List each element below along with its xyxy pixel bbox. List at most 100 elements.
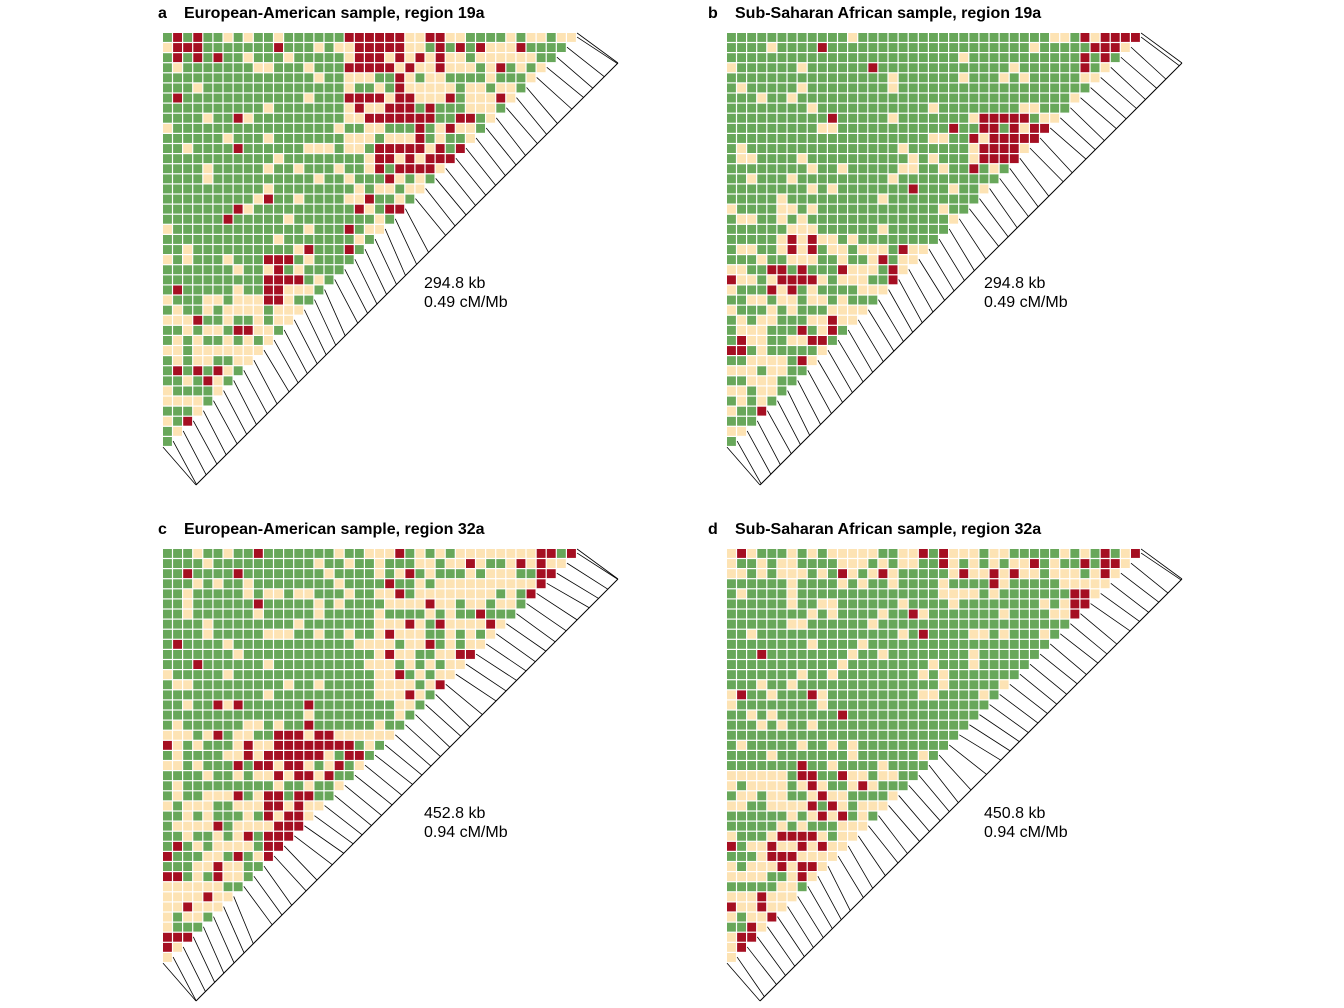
heatmap-cell bbox=[757, 73, 767, 83]
heatmap-cell bbox=[556, 43, 566, 52]
heatmap-cell bbox=[817, 245, 827, 254]
heatmap-cell bbox=[243, 295, 253, 305]
heatmap-cell bbox=[817, 346, 827, 355]
heatmap-cell bbox=[354, 123, 364, 133]
heatmap-cell bbox=[264, 569, 273, 579]
heatmap-cell bbox=[294, 164, 304, 174]
heatmap-cell bbox=[737, 184, 746, 194]
heatmap-cell bbox=[747, 43, 757, 52]
heatmap-cell bbox=[193, 862, 203, 871]
heatmap-cell bbox=[466, 63, 475, 73]
heatmap-cell bbox=[173, 740, 182, 750]
heatmap-cell bbox=[949, 154, 959, 164]
marker-connector-line bbox=[425, 188, 456, 227]
heatmap-cell bbox=[314, 144, 324, 153]
heatmap-cell bbox=[193, 922, 203, 932]
heatmap-cell bbox=[183, 852, 193, 861]
heatmap-cell bbox=[173, 892, 182, 902]
heatmap-cell bbox=[727, 396, 736, 406]
heatmap-cell bbox=[878, 751, 888, 760]
heatmap-cell bbox=[405, 629, 415, 639]
heatmap-cell bbox=[304, 579, 314, 589]
heatmap-cell bbox=[1040, 629, 1049, 639]
heatmap-cell bbox=[929, 53, 938, 63]
heatmap-cell bbox=[253, 123, 263, 133]
heatmap-cell bbox=[939, 144, 948, 153]
heatmap-cell bbox=[223, 589, 233, 599]
heatmap-cell bbox=[939, 730, 948, 740]
heatmap-cell bbox=[949, 164, 959, 174]
heatmap-cell bbox=[213, 599, 223, 609]
marker-connector-line bbox=[726, 446, 761, 486]
heatmap-cell bbox=[233, 852, 243, 861]
heatmap-cell bbox=[274, 781, 283, 791]
heatmap-cell bbox=[787, 295, 797, 305]
heatmap-cell bbox=[294, 791, 304, 801]
heatmap-cell bbox=[395, 660, 405, 669]
heatmap-cell bbox=[797, 852, 807, 861]
heatmap-cell bbox=[395, 599, 405, 609]
heatmap-cell bbox=[807, 33, 817, 42]
heatmap-cell bbox=[787, 194, 797, 204]
heatmap-cell bbox=[334, 174, 344, 184]
heatmap-cell bbox=[526, 589, 536, 599]
heatmap-cell bbox=[203, 650, 213, 659]
heatmap-cell bbox=[213, 710, 223, 720]
heatmap-cell bbox=[435, 680, 445, 690]
heatmap-cell bbox=[455, 559, 465, 568]
heatmap-cell bbox=[173, 73, 182, 83]
heatmap-cell bbox=[506, 93, 516, 103]
heatmap-cell bbox=[888, 83, 898, 93]
heatmap-cell bbox=[1009, 93, 1019, 103]
heatmap-cell bbox=[1100, 63, 1110, 73]
heatmap-cell bbox=[777, 174, 787, 184]
heatmap-cell bbox=[314, 609, 324, 619]
heatmap-cell bbox=[898, 204, 908, 214]
heatmap-cell bbox=[334, 144, 344, 153]
heatmap-cell bbox=[516, 83, 526, 93]
heatmap-cell bbox=[1060, 549, 1070, 558]
heatmap-cell bbox=[1070, 609, 1080, 619]
heatmap-cell bbox=[727, 144, 736, 153]
heatmap-cell bbox=[878, 245, 888, 254]
heatmap-cell bbox=[173, 43, 182, 52]
heatmap-cell bbox=[163, 670, 172, 680]
heatmap-cell bbox=[737, 144, 746, 153]
heatmap-cell bbox=[284, 559, 294, 568]
heatmap-cell bbox=[173, 305, 182, 315]
heatmap-cell bbox=[354, 245, 364, 254]
heatmap-cell bbox=[1060, 93, 1070, 103]
panel-c-title: European-American sample, region 32a bbox=[184, 521, 485, 538]
heatmap-cell bbox=[233, 619, 243, 629]
heatmap-cell bbox=[253, 811, 263, 821]
heatmap-cell bbox=[173, 315, 182, 325]
heatmap-cell bbox=[1030, 549, 1039, 558]
heatmap-cell bbox=[838, 164, 847, 174]
heatmap-cell bbox=[243, 356, 253, 366]
heatmap-cell bbox=[264, 599, 273, 609]
heatmap-cell bbox=[284, 174, 294, 184]
heatmap-cell bbox=[385, 33, 395, 42]
heatmap-cell bbox=[183, 63, 193, 73]
heatmap-cell bbox=[233, 781, 243, 791]
heatmap-cell bbox=[405, 599, 415, 609]
heatmap-cell bbox=[183, 660, 193, 669]
heatmap-cell bbox=[807, 123, 817, 133]
heatmap-cell bbox=[1090, 53, 1100, 63]
heatmap-cell bbox=[959, 204, 969, 214]
heatmap-cell bbox=[304, 164, 314, 174]
heatmap-cell bbox=[828, 761, 837, 770]
heatmap-cell bbox=[929, 609, 938, 619]
heatmap-cell bbox=[949, 710, 959, 720]
heatmap-cell bbox=[727, 123, 736, 133]
heatmap-cell bbox=[435, 579, 445, 589]
heatmap-cell bbox=[858, 194, 868, 204]
heatmap-cell bbox=[777, 53, 787, 63]
heatmap-cell bbox=[304, 275, 314, 285]
heatmap-cell bbox=[767, 609, 777, 619]
heatmap-cell bbox=[747, 134, 757, 143]
heatmap-cell bbox=[989, 73, 999, 83]
heatmap-cell bbox=[264, 245, 273, 254]
heatmap-cell bbox=[777, 285, 787, 295]
heatmap-cell bbox=[878, 194, 888, 204]
